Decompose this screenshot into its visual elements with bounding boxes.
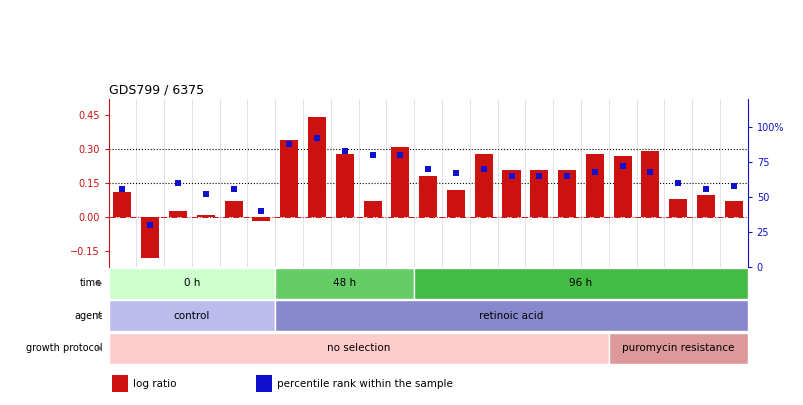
- Bar: [108, 268, 275, 299]
- Point: [699, 185, 711, 192]
- Bar: [279, 140, 298, 217]
- Bar: [108, 333, 608, 364]
- Text: agent: agent: [74, 311, 102, 321]
- Bar: [169, 211, 187, 217]
- Point: [421, 166, 434, 173]
- Bar: [391, 147, 409, 217]
- Point: [560, 173, 573, 179]
- Bar: [502, 170, 520, 217]
- Point: [310, 135, 323, 142]
- Bar: [724, 201, 742, 217]
- Bar: [113, 192, 132, 217]
- Bar: [446, 190, 464, 217]
- Point: [199, 191, 212, 198]
- Bar: [363, 201, 381, 217]
- Text: growth protocol: growth protocol: [26, 343, 102, 353]
- Text: percentile rank within the sample: percentile rank within the sample: [276, 379, 452, 389]
- Bar: [141, 217, 159, 258]
- Text: 0 h: 0 h: [184, 279, 200, 288]
- Text: log ratio: log ratio: [132, 379, 176, 389]
- Text: puromycin resistance: puromycin resistance: [622, 343, 733, 353]
- Bar: [474, 154, 492, 217]
- Text: control: control: [173, 311, 210, 321]
- Point: [227, 185, 240, 192]
- Point: [144, 222, 157, 228]
- Bar: [668, 199, 687, 217]
- Bar: [641, 151, 658, 217]
- Point: [116, 185, 128, 192]
- Bar: [197, 215, 214, 217]
- Text: time: time: [80, 279, 102, 288]
- Bar: [108, 301, 275, 331]
- Bar: [418, 177, 437, 217]
- Point: [477, 166, 490, 173]
- Bar: [275, 268, 414, 299]
- Point: [393, 152, 406, 158]
- Point: [283, 141, 296, 147]
- Point: [171, 180, 184, 186]
- Text: no selection: no selection: [327, 343, 389, 353]
- Bar: [530, 170, 548, 217]
- Text: retinoic acid: retinoic acid: [479, 311, 543, 321]
- Point: [449, 170, 462, 177]
- Text: 48 h: 48 h: [332, 279, 356, 288]
- Bar: [275, 301, 747, 331]
- Text: 96 h: 96 h: [569, 279, 592, 288]
- Bar: [255, 375, 271, 392]
- Bar: [308, 117, 325, 217]
- Point: [643, 169, 656, 175]
- Bar: [608, 333, 747, 364]
- Bar: [696, 195, 714, 217]
- Bar: [613, 156, 631, 217]
- Point: [338, 148, 351, 154]
- Point: [588, 169, 601, 175]
- Point: [615, 163, 628, 170]
- Point: [671, 180, 684, 186]
- Bar: [557, 170, 576, 217]
- Point: [365, 152, 378, 158]
- Point: [532, 173, 545, 179]
- Bar: [414, 268, 747, 299]
- Bar: [585, 154, 603, 217]
- Bar: [252, 217, 270, 221]
- Bar: [336, 154, 353, 217]
- Bar: [112, 375, 128, 392]
- Point: [504, 173, 517, 179]
- Text: GDS799 / 6375: GDS799 / 6375: [108, 84, 203, 97]
- Point: [255, 208, 267, 215]
- Point: [727, 183, 740, 189]
- Bar: [224, 201, 243, 217]
